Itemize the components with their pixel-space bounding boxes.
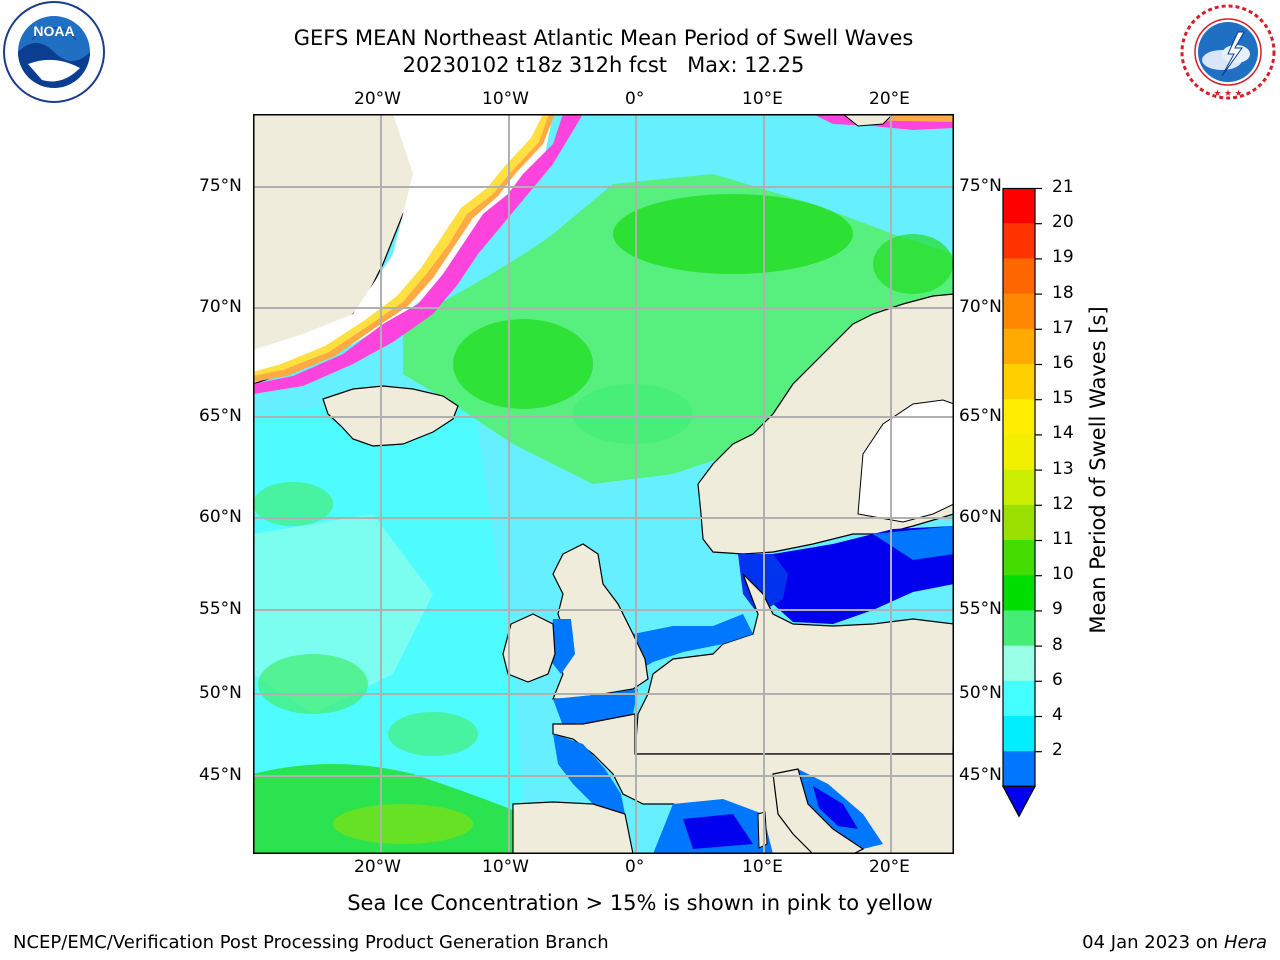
lat-label-right-60n: 60°N	[959, 507, 1002, 527]
colorbar-tick-label: 21	[1052, 177, 1074, 197]
lon-label-bottom-20w: 20°W	[354, 857, 401, 877]
lat-label-right-75n: 75°N	[959, 176, 1002, 196]
colorbar-segment	[1003, 716, 1035, 752]
colorbar-segment	[1003, 680, 1035, 717]
lat-label-left-45n: 45°N	[199, 765, 242, 785]
lat-label-left-65n: 65°N	[199, 406, 242, 426]
colorbar-tick-label: 8	[1052, 634, 1063, 655]
lat-label-left-50n: 50°N	[199, 683, 242, 703]
lat-label-right-50n: 50°N	[959, 683, 1002, 703]
colorbar-segment	[1003, 469, 1035, 506]
lat-label-right-55n: 55°N	[959, 599, 1002, 619]
colorbar-segment	[1003, 504, 1035, 541]
colorbar-segment	[1003, 364, 1035, 400]
colorbar-segment	[1003, 610, 1035, 647]
lat-label-left-60n: 60°N	[199, 507, 242, 527]
colorbar-extend-triangle	[1002, 785, 1036, 818]
colorbar-segment	[1003, 188, 1035, 224]
lon-label-top-20w: 20°W	[354, 89, 401, 109]
colorbar-tick-label: 20	[1052, 212, 1074, 233]
colorbar-segment	[1003, 751, 1035, 787]
colorbar-tick-label: 9	[1052, 599, 1063, 620]
noaa-logo-text: NOAA	[33, 23, 74, 39]
svg-text:★ ★ ★: ★ ★ ★	[1213, 88, 1242, 98]
colorbar-segment	[1003, 540, 1035, 576]
colorbar-tick-label: 14	[1052, 423, 1074, 444]
chart-subtitle: 20230102 t18z 312h fcst Max: 12.25	[402, 53, 805, 77]
colorbar-segment	[1003, 258, 1035, 295]
colorbar-tick-label: 17	[1052, 317, 1074, 338]
chart-title: GEFS MEAN Northeast Atlantic Mean Period…	[293, 26, 914, 50]
lon-label-bottom-10w: 10°W	[482, 857, 529, 877]
lat-label-left-75n: 75°N	[199, 176, 242, 196]
colorbar-tick-label: 18	[1052, 282, 1074, 303]
lat-label-left-55n: 55°N	[199, 599, 242, 619]
lon-label-bottom-0: 0°	[625, 857, 645, 877]
colorbar-tick-label: 2	[1052, 740, 1063, 761]
footer-host: Hera	[1223, 932, 1267, 953]
colorbar-segment	[1003, 575, 1035, 611]
colorbar-tick-label: 10	[1052, 564, 1074, 585]
lat-label-right-70n: 70°N	[959, 297, 1002, 317]
colorbar-segment	[1003, 223, 1035, 259]
lon-label-top-10w: 10°W	[482, 89, 529, 109]
swell-period-map	[252, 113, 955, 855]
colorbar-tick-label: 11	[1052, 529, 1074, 549]
colorbar-tick-label: 13	[1052, 458, 1074, 479]
nws-logo: ★ ★ ★	[1178, 2, 1278, 102]
colorbar-tick-label: 16	[1052, 353, 1074, 373]
noaa-logo: NOAA	[2, 0, 106, 104]
colorbar	[1002, 187, 1042, 818]
lat-label-right-65n: 65°N	[959, 406, 1002, 426]
lon-label-bottom-10e: 10°E	[742, 857, 783, 877]
colorbar-tick-label: 19	[1052, 247, 1074, 268]
colorbar-graphic	[1002, 187, 1042, 818]
footer-left: NCEP/EMC/Verification Post Processing Pr…	[13, 932, 609, 953]
lon-label-top-10e: 10°E	[742, 89, 783, 109]
colorbar-segment	[1003, 293, 1035, 330]
lon-label-top-20e: 20°E	[869, 89, 910, 109]
lat-label-left-70n: 70°N	[199, 297, 242, 317]
colorbar-tick-label: 4	[1052, 705, 1063, 725]
footer-date: 04 Jan 2023 on	[1082, 932, 1224, 953]
colorbar-tick-label: 6	[1052, 669, 1063, 690]
colorbar-segment	[1003, 328, 1035, 365]
colorbar-tick-label: 12	[1052, 493, 1074, 514]
colorbar-segment	[1003, 399, 1035, 435]
lat-label-right-45n: 45°N	[959, 765, 1002, 785]
colorbar-tick-label: 15	[1052, 388, 1074, 409]
map-frame	[252, 113, 955, 855]
graticule	[253, 114, 954, 854]
colorbar-title: Mean Period of Swell Waves [s]	[1086, 306, 1110, 634]
lon-label-bottom-20e: 20°E	[869, 857, 910, 877]
footer-right: 04 Jan 2023 on Hera	[1082, 932, 1267, 953]
ice-note: Sea Ice Concentration > 15% is shown in …	[347, 891, 933, 915]
lon-label-top-0: 0°	[625, 89, 645, 109]
colorbar-segment	[1003, 434, 1035, 471]
colorbar-segment	[1003, 645, 1035, 682]
